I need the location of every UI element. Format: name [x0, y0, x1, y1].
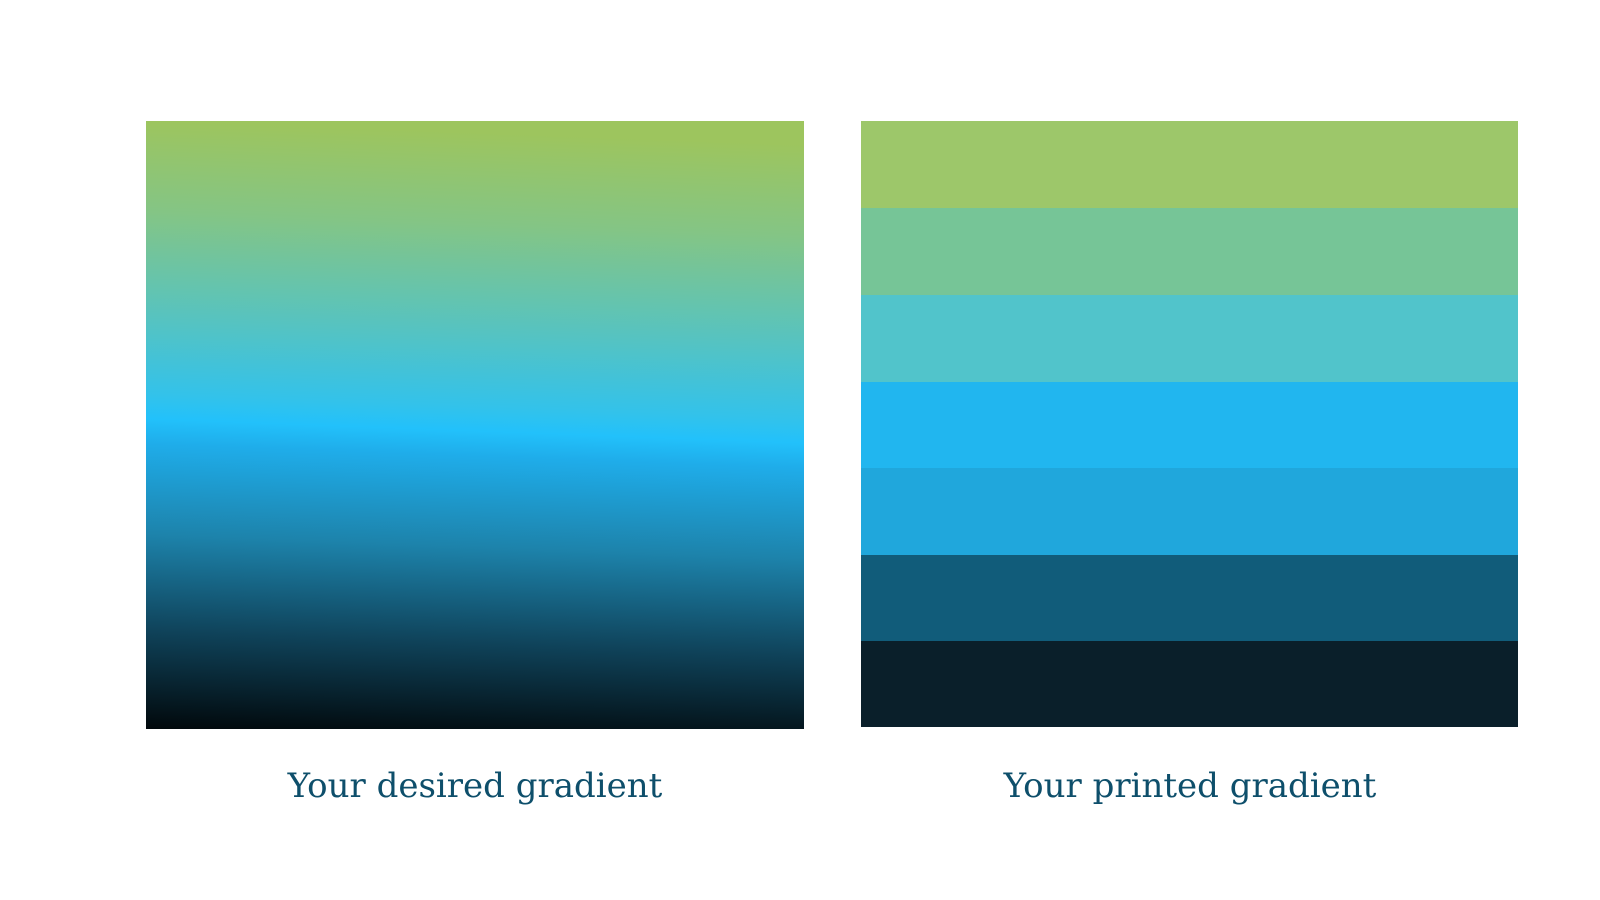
band	[861, 295, 1518, 383]
desired-gradient	[146, 121, 804, 729]
caption: Your printed gradient	[1003, 766, 1377, 806]
caption: Your desired gradient	[287, 766, 663, 806]
band	[861, 555, 1518, 643]
band	[861, 121, 1518, 209]
band	[861, 468, 1518, 556]
printed-gradient	[861, 121, 1518, 727]
band	[861, 641, 1518, 727]
band	[861, 208, 1518, 296]
band	[861, 382, 1518, 470]
